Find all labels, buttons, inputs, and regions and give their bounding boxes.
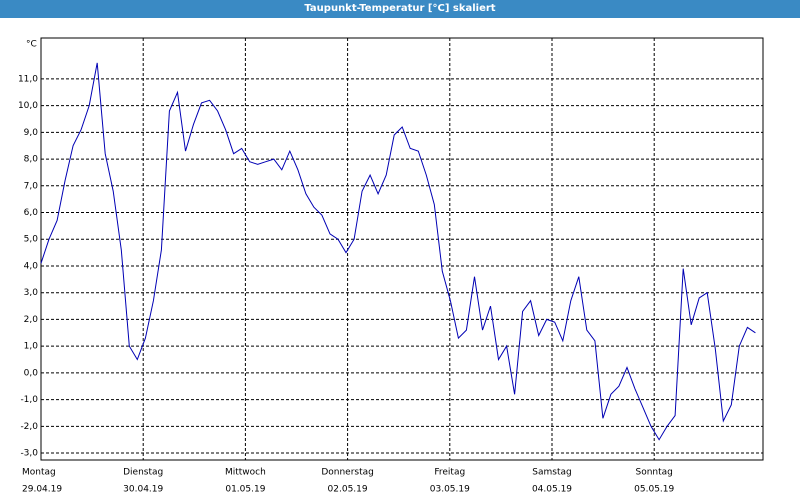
- x-tick-label: Montag: [22, 468, 56, 478]
- y-tick-label: -3,0: [20, 449, 38, 459]
- x-tick-label: Mittwoch: [225, 468, 266, 478]
- y-tick-label: 3,0: [24, 288, 39, 298]
- y-tick-label: 0,0: [24, 368, 39, 378]
- x-tick-date: 01.05.19: [225, 485, 265, 495]
- x-tick-date: 03.05.19: [430, 485, 470, 495]
- data-line: [40, 62, 756, 441]
- y-tick-label: 1,0: [24, 342, 39, 352]
- x-tick-label: Sonntag: [636, 468, 673, 478]
- chart-title: Taupunkt-Temperatur [°C] skaliert: [0, 0, 800, 18]
- plot-frame: [40, 37, 764, 461]
- y-tick-label: 2,0: [24, 315, 39, 325]
- y-tick-label: -1,0: [20, 395, 38, 405]
- x-tick-label: Dienstag: [123, 468, 163, 478]
- y-tick-label: 9,0: [24, 128, 39, 138]
- x-tick-label: Samstag: [532, 468, 571, 478]
- y-tick-label: 8,0: [24, 155, 39, 165]
- y-axis-label: °C: [26, 40, 37, 50]
- x-tick-label: Freitag: [434, 468, 465, 478]
- x-tick-label: Donnerstag: [321, 468, 374, 478]
- y-tick-label: 11,0: [18, 74, 38, 84]
- x-tick-date: 29.04.19: [22, 485, 62, 495]
- y-tick-label: 5,0: [24, 235, 39, 245]
- background: [0, 18, 800, 500]
- y-tick-label: 4,0: [24, 261, 39, 271]
- x-tick-date: 04.05.19: [532, 485, 572, 495]
- y-tick-label: 7,0: [24, 181, 39, 191]
- x-tick-date: 30.04.19: [123, 485, 163, 495]
- y-tick-label: 6,0: [24, 208, 39, 218]
- x-tick-date: 05.05.19: [634, 485, 674, 495]
- y-tick-label: -2,0: [20, 422, 38, 432]
- y-tick-label: 10,0: [18, 101, 38, 111]
- chart: °C -3,0 -2,0 -1,0 0,0 1,0 2,0 3,0 4,0 5,0 6,0 7,0 8…: [0, 18, 800, 500]
- x-tick-date: 02.05.19: [328, 485, 368, 495]
